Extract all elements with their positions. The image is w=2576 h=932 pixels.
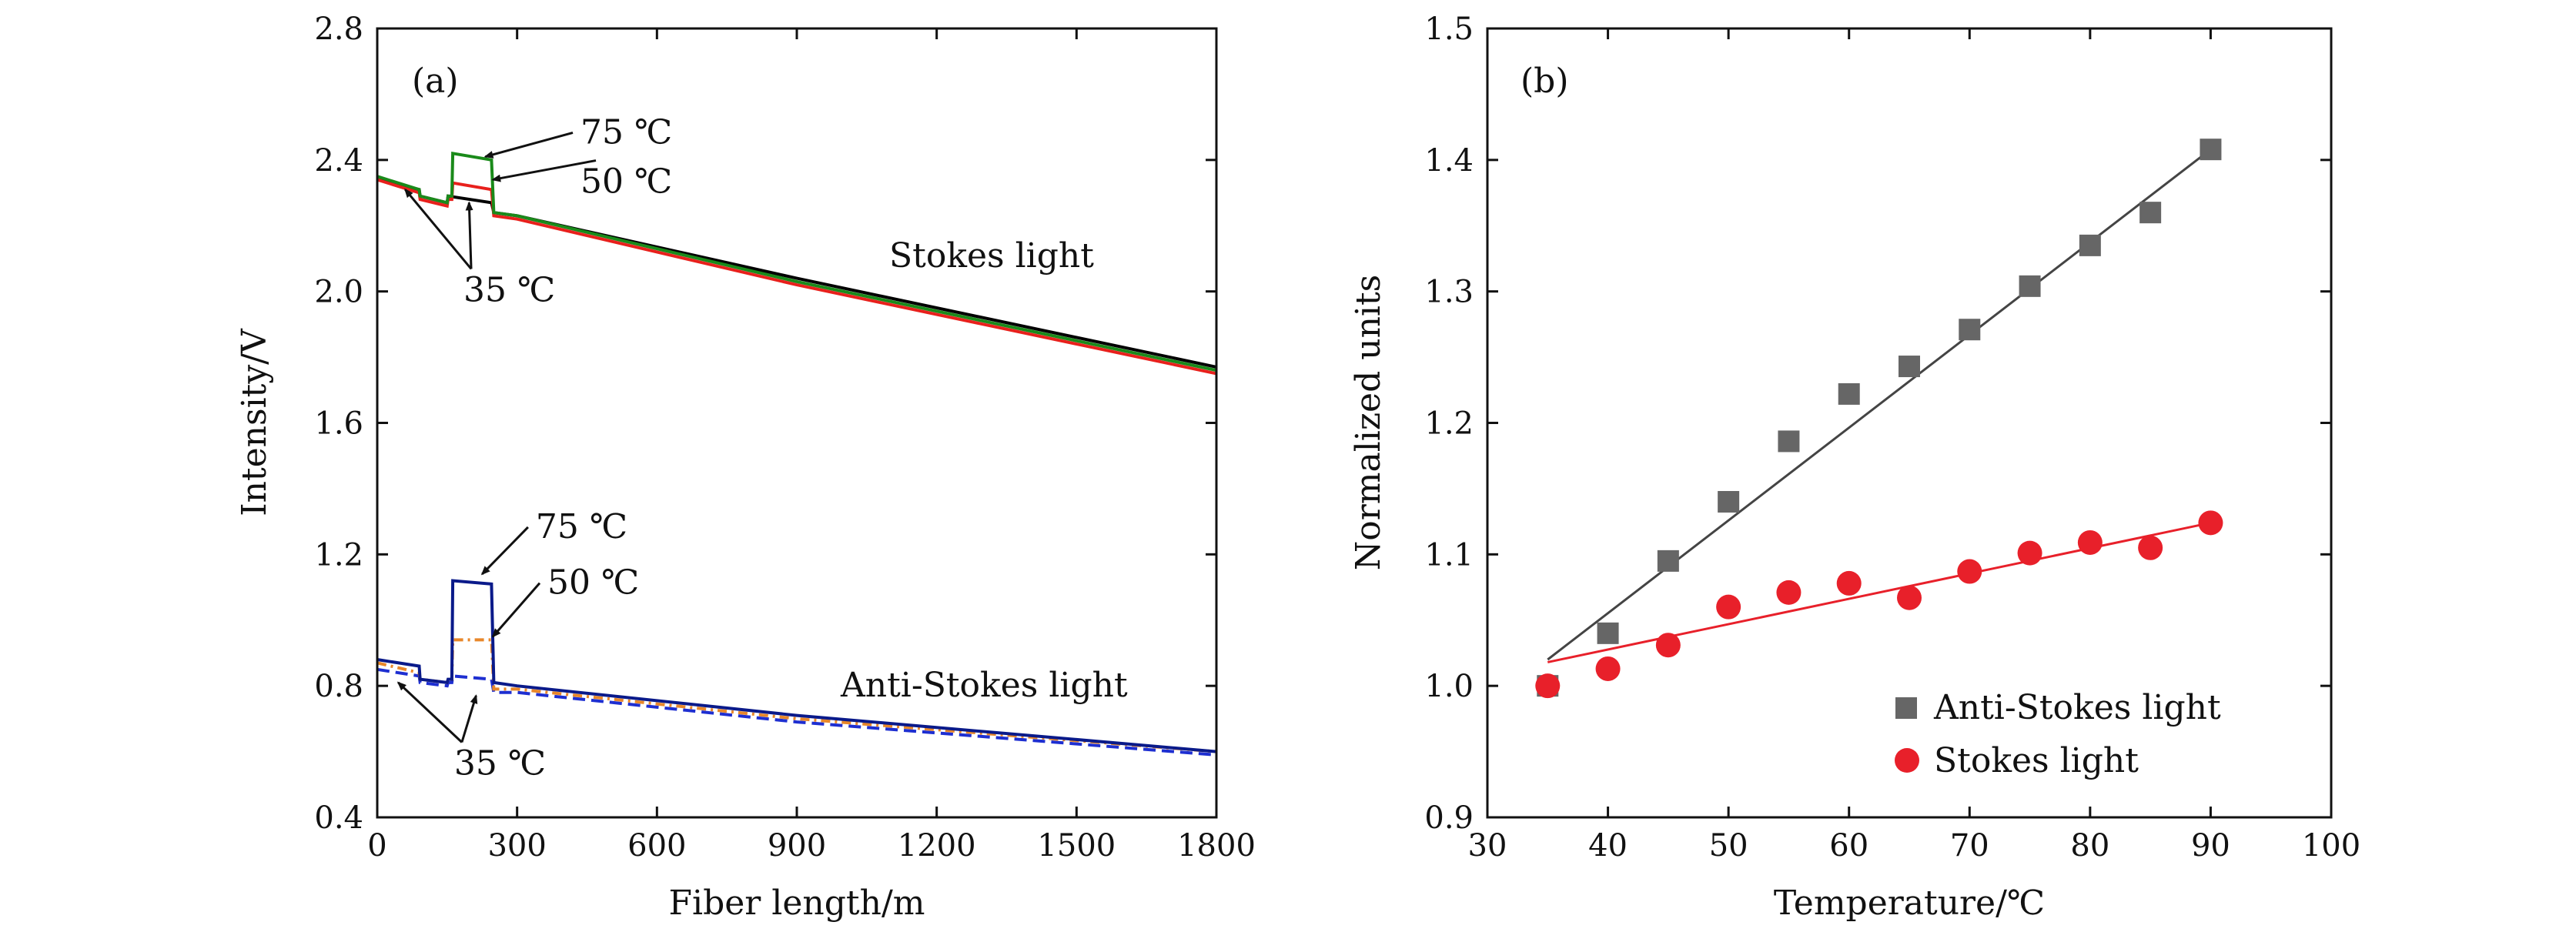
- point-stokes-light: [1655, 633, 1681, 658]
- point-anti-stokes-light: [1657, 550, 1679, 572]
- point-anti-stokes-light: [1718, 491, 1740, 513]
- panel-b-chart: 30 40 50 60 70 80 90 100 0.9 1.0 1.1 1.2 1.3 1.4 1.5 (…: [1349, 12, 2360, 923]
- panel-b-x-tick-label: 100: [2302, 828, 2360, 864]
- panel-b-x-tick-label: 30: [1468, 828, 1507, 864]
- panel-b-x-tick-label: 60: [1829, 828, 1868, 864]
- point-anti-stokes-light: [1597, 622, 1619, 644]
- annotation-label-35-c: 35 ℃: [454, 743, 546, 783]
- panel-a-x-tick-label: 1500: [1037, 828, 1116, 864]
- point-stokes-light: [1836, 570, 1862, 596]
- legend-stokes-label: Stokes light: [1934, 741, 2139, 780]
- annotation-arrow-5: [491, 582, 541, 638]
- panel-a-x-tick-label: 1200: [898, 828, 976, 864]
- stokes-group-label: Stokes light: [889, 236, 1094, 276]
- point-anti-stokes-light: [2139, 202, 2162, 224]
- panel-b-legend: Anti-Stokes light Stokes light: [1895, 688, 2221, 780]
- annotation-arrow-4: [480, 526, 529, 576]
- anti-stokes-group-label: Anti-Stokes light: [840, 666, 1128, 705]
- point-anti-stokes-light: [2019, 275, 2041, 297]
- panel-b-y-tick-label: 0.9: [1424, 800, 1474, 836]
- point-anti-stokes-light: [1838, 382, 1860, 405]
- point-anti-stokes-light: [1959, 319, 1981, 341]
- annotation-arrow-6: [396, 681, 463, 743]
- annotation-label-75-c: 75 ℃: [536, 507, 627, 546]
- panel-a-series-layer: [376, 151, 1217, 757]
- panel-b-x-tick-label: 40: [1588, 828, 1628, 864]
- panel-b-x-tick-label: 90: [2191, 828, 2230, 864]
- panel-b-y-tick-label: 1.0: [1424, 669, 1474, 704]
- point-stokes-light: [1957, 559, 1982, 584]
- panel-a-label: (a): [412, 62, 459, 101]
- panel-a-chart: 75 ℃ 50 ℃ 35 ℃ 75 ℃ 50 ℃ 35 ℃ 0 300 600 900 1200 1…: [235, 12, 1256, 923]
- annotation-arrow-3: [465, 201, 473, 269]
- panel-a-x-axis-title: Fiber length/m: [668, 884, 925, 923]
- point-stokes-light: [1897, 585, 1922, 610]
- panel-b-x-axis-title: Temperature/℃: [1774, 884, 2045, 923]
- annotation-label-75-c: 75 ℃: [580, 112, 672, 152]
- annotation-arrow-0: [483, 132, 574, 159]
- point-stokes-light: [2138, 535, 2163, 560]
- panel-a-ticks: 0 300 600 900 1200 1500 1800 0.4 0.8 1.2 1.6 2.0 2.4…: [314, 12, 1256, 864]
- legend-anti-stokes-label: Anti-Stokes light: [1933, 688, 2221, 727]
- point-anti-stokes-light: [2079, 234, 2101, 256]
- panel-b-y-axis-title: Normalized units: [1349, 275, 1388, 571]
- panel-a-x-tick-label: 900: [768, 828, 826, 864]
- annotation-arrow-7: [460, 694, 478, 743]
- point-stokes-light: [2017, 540, 2042, 566]
- point-stokes-light: [1776, 580, 1802, 605]
- point-stokes-light: [2077, 529, 2103, 555]
- series-line-anti-stokes-35-c: [376, 667, 1217, 757]
- panel-b-x-tick-label: 70: [1950, 828, 1989, 864]
- panel-a-x-tick-label: 1800: [1177, 828, 1256, 864]
- fit-line-anti-stokes-light: [1547, 148, 2212, 661]
- panel-a-y-tick-label: 2.4: [314, 143, 363, 179]
- panel-b-label: (b): [1521, 62, 1569, 101]
- panel-b-y-tick-label: 1.3: [1424, 275, 1474, 310]
- panel-a-x-tick-label: 600: [627, 828, 686, 864]
- panel-a-annotations: 75 ℃ 50 ℃ 35 ℃ 75 ℃ 50 ℃ 35 ℃: [396, 112, 672, 783]
- panel-b-y-tick-label: 1.5: [1424, 12, 1474, 47]
- panel-a-y-tick-label: 0.8: [314, 669, 363, 704]
- panel-a-y-tick-label: 0.4: [314, 800, 363, 836]
- panel-b-y-tick-label: 1.4: [1424, 143, 1474, 179]
- point-stokes-light: [1595, 656, 1621, 681]
- fit-line-stokes-light: [1547, 521, 2211, 663]
- panel-a-y-axis-title: Intensity/V: [235, 328, 274, 516]
- annotation-label-50-c: 50 ℃: [547, 563, 639, 603]
- legend-anti-stokes-marker: [1895, 697, 1917, 719]
- panel-b-x-tick-label: 50: [1709, 828, 1748, 864]
- series-line-stokes-75-c: [376, 151, 1217, 372]
- panel-a-x-tick-label: 0: [367, 828, 386, 864]
- point-anti-stokes-light: [2200, 139, 2222, 161]
- point-stokes-light: [2198, 510, 2223, 536]
- point-anti-stokes-light: [1899, 356, 1920, 378]
- annotation-label-50-c: 50 ℃: [580, 162, 672, 202]
- panel-a-y-tick-label: 2.0: [314, 275, 363, 310]
- point-stokes-light: [1716, 594, 1741, 620]
- panel-b-points: [1535, 139, 2223, 699]
- point-anti-stokes-light: [1778, 430, 1800, 453]
- panel-b-y-tick-label: 1.2: [1424, 406, 1474, 442]
- annotation-label-35-c: 35 ℃: [463, 270, 555, 309]
- panel-a-y-tick-label: 1.2: [314, 537, 363, 573]
- panel-a-y-tick-label: 2.8: [314, 12, 363, 47]
- legend-stokes-marker: [1895, 748, 1919, 773]
- panel-b-y-tick-label: 1.1: [1424, 537, 1474, 573]
- series-line-anti-stokes-75-c: [376, 579, 1217, 753]
- annotation-arrow-2: [404, 188, 473, 270]
- panel-b-x-tick-label: 80: [2070, 828, 2109, 864]
- point-stokes-light: [1535, 673, 1561, 699]
- annotation-arrow-1: [491, 159, 597, 182]
- panel-b-fit-lines: [1547, 148, 2212, 663]
- panel-b-ticks: 30 40 50 60 70 80 90 100 0.9 1.0 1.1 1.2 1.3 1.4 1.5: [1424, 12, 2360, 864]
- panel-a-x-tick-label: 300: [487, 828, 546, 864]
- panel-a-y-tick-label: 1.6: [314, 406, 363, 442]
